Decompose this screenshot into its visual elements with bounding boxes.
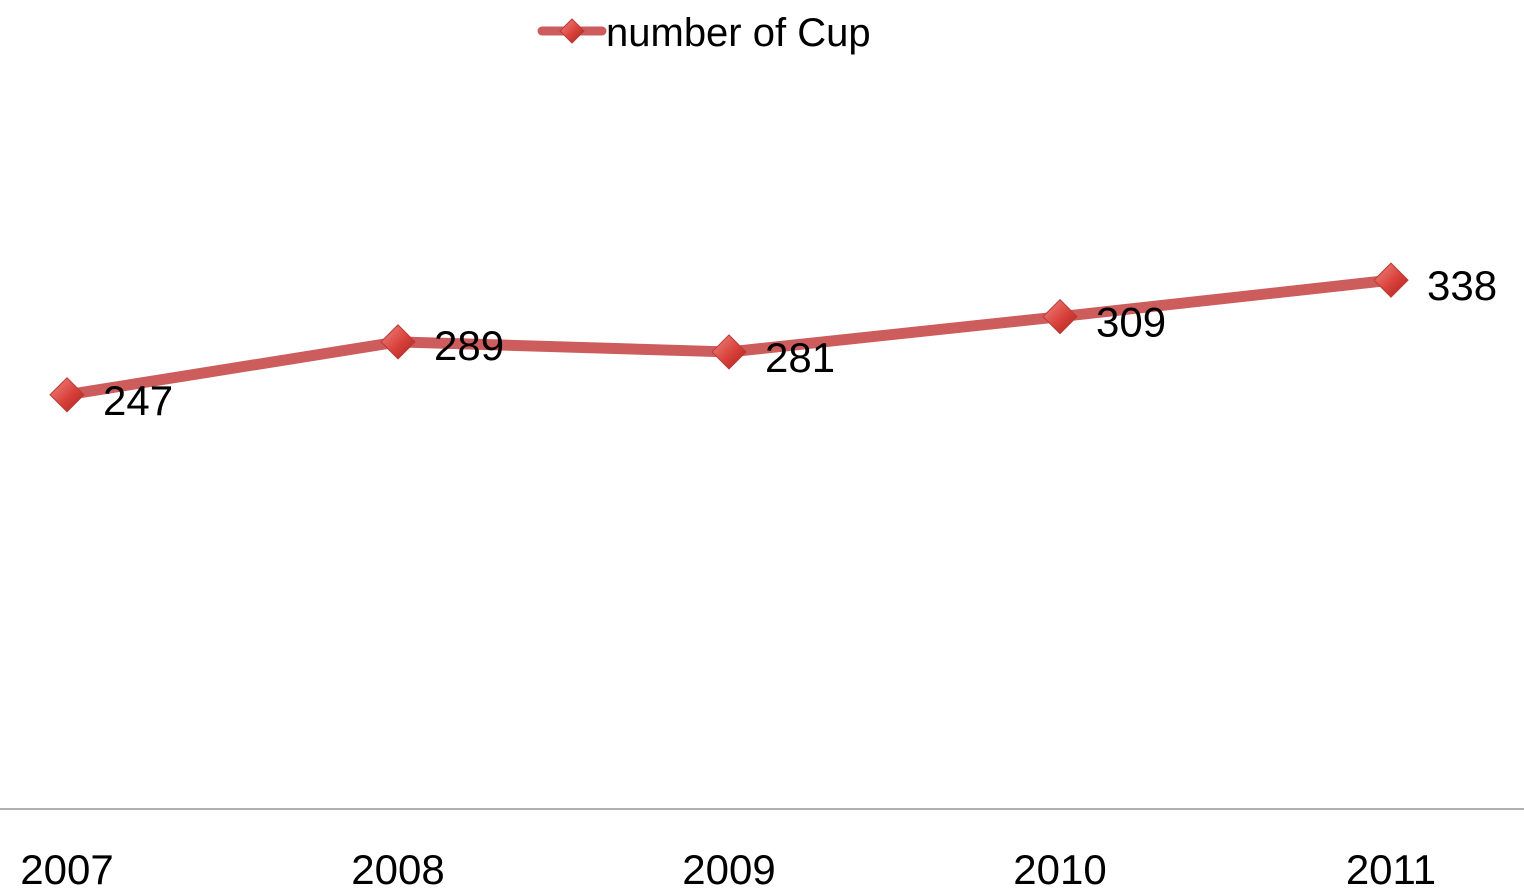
data-point-marker xyxy=(380,324,416,360)
x-tick-label: 2010 xyxy=(1013,846,1106,893)
x-tick-label: 2008 xyxy=(351,846,444,893)
data-labels-layer: 247 289 281 309 338 xyxy=(103,262,1497,424)
data-label: 247 xyxy=(103,377,173,424)
x-tick-labels: 2007 2008 2009 2010 2011 xyxy=(20,846,1436,893)
legend: number of Cup xyxy=(537,11,871,55)
data-label: 338 xyxy=(1427,262,1497,309)
x-tick-label: 2007 xyxy=(20,846,113,893)
x-tick-label: 2009 xyxy=(682,846,775,893)
legend-series-label: number of Cup xyxy=(606,11,871,55)
x-tick-label: 2011 xyxy=(1346,846,1436,893)
data-point-marker xyxy=(49,377,85,413)
data-label: 309 xyxy=(1096,299,1166,346)
data-point-marker xyxy=(1373,262,1409,298)
legend-series-marker xyxy=(559,18,585,44)
data-label: 289 xyxy=(434,322,504,369)
data-label: 281 xyxy=(765,334,835,381)
series-layer xyxy=(49,262,1409,413)
plot-area: 247 289 281 309 338 2007 2008 2009 2010 2011 xyxy=(0,262,1524,893)
data-point-marker xyxy=(1042,298,1078,335)
data-point-marker xyxy=(711,334,747,370)
